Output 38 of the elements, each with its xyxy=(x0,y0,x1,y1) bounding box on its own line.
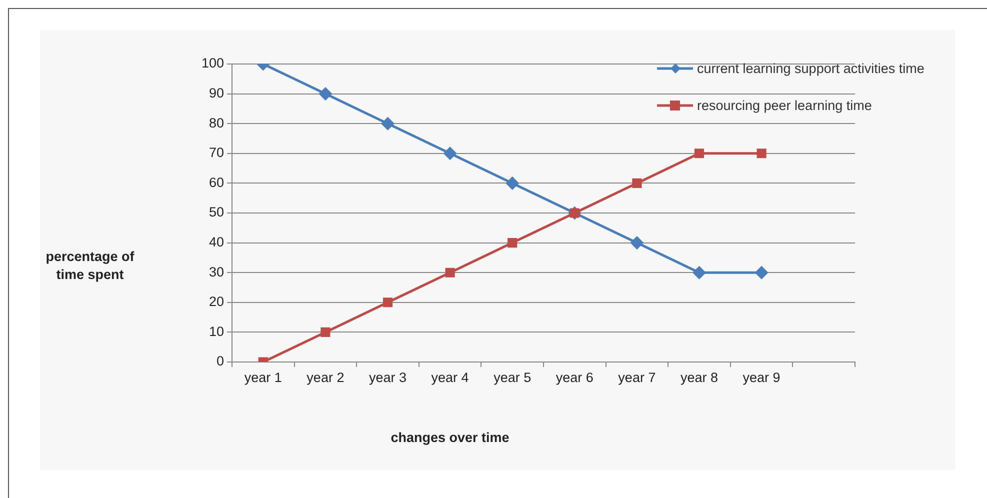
y-tick-label: 50 xyxy=(208,204,224,220)
legend-label: current learning support activities time xyxy=(697,60,926,77)
y-tick-label: 40 xyxy=(208,234,224,250)
point xyxy=(506,176,519,190)
x-tick-label: year 5 xyxy=(494,370,532,385)
x-tick-label: year 1 xyxy=(244,370,282,385)
legend-label: resourcing peer learning time xyxy=(697,97,873,114)
point xyxy=(694,148,704,158)
y-tick-label: 0 xyxy=(216,354,224,369)
x-tick-label: year 9 xyxy=(742,370,780,385)
y-tick-label: 100 xyxy=(201,56,224,71)
point xyxy=(756,148,766,158)
y-tick-label: 20 xyxy=(208,294,224,310)
point xyxy=(382,117,394,130)
point xyxy=(630,236,644,250)
x-tick-label: year 7 xyxy=(618,370,656,385)
point xyxy=(693,266,706,279)
x-tick-label: year 6 xyxy=(556,370,594,385)
point xyxy=(319,88,332,100)
x-tick-label: year 4 xyxy=(431,370,470,385)
y-tick-label: 10 xyxy=(208,324,224,339)
y-axis-title: percentage of time spent xyxy=(44,248,136,284)
point xyxy=(445,268,455,278)
x-tick-label: year 8 xyxy=(680,370,718,385)
y-tick-label: 70 xyxy=(208,145,224,160)
point xyxy=(382,298,393,308)
point xyxy=(755,266,768,279)
x-axis-title: changes over time xyxy=(390,430,510,445)
point xyxy=(632,178,642,188)
x-tick-label: year 2 xyxy=(306,370,344,385)
point xyxy=(320,327,330,337)
point xyxy=(444,147,456,160)
y-tick-label: 30 xyxy=(208,264,224,280)
y-tick-label: 80 xyxy=(208,115,224,130)
x-tick-label: year 3 xyxy=(368,370,407,385)
y-tick-label: 60 xyxy=(208,174,224,190)
y-tick-label: 90 xyxy=(208,86,224,101)
point xyxy=(508,238,518,248)
